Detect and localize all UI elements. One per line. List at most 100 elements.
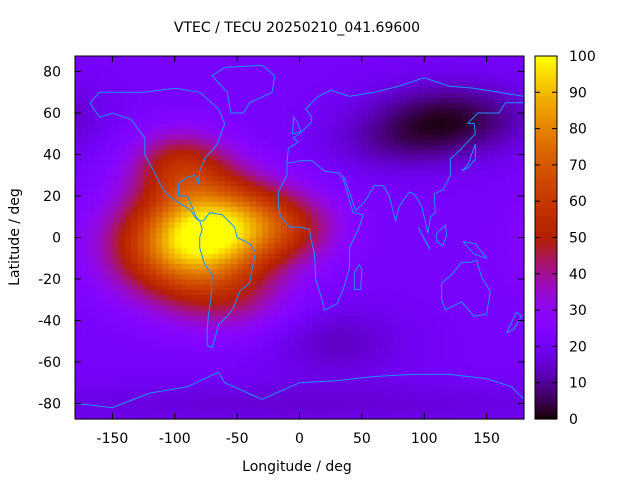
heatmap-cell [174,341,182,347]
heatmap-cell [349,341,357,347]
heatmap-cell [467,393,475,399]
heatmap-cell [374,299,382,306]
heatmap-cell [262,133,269,140]
heatmap-cell [93,361,101,368]
heatmap-cell [237,87,244,93]
heatmap-cell [455,66,463,73]
heatmap-cell [399,336,407,342]
heatmap-cell [461,138,469,145]
heatmap-cell [361,387,369,394]
heatmap-cell [486,175,494,182]
heatmap-cell [181,413,188,420]
heatmap-cell [293,232,301,239]
heatmap-cell [492,393,500,399]
heatmap-cell [349,92,357,99]
heatmap-cell [517,278,525,285]
heatmap-cell [268,227,276,233]
heatmap-cell [268,403,276,410]
heatmap-cell [368,92,375,99]
heatmap-cell [168,97,176,104]
heatmap-cell [255,66,263,73]
heatmap-cell [162,372,170,379]
heatmap-cell [162,92,170,99]
heatmap-cell [374,330,382,337]
heatmap-cell [417,201,425,207]
heatmap-cell [492,154,500,161]
heatmap-cell [87,273,95,280]
heatmap-cell [511,393,519,399]
heatmap-cell [393,61,400,67]
heatmap-cell [380,170,388,176]
heatmap-cell [237,278,244,285]
heatmap-cell [87,336,95,342]
heatmap-cell [511,351,519,358]
heatmap-cell [193,336,201,342]
heatmap-cell [143,278,151,285]
heatmap-cell [249,221,257,228]
heatmap-cell [181,377,188,384]
heatmap-cell [305,341,313,347]
heatmap-cell [517,294,525,301]
heatmap-cell [430,227,438,233]
heatmap-cell [336,398,344,405]
heatmap-cell [168,159,176,166]
heatmap-cell [280,216,288,223]
heatmap-cell [461,61,469,67]
heatmap-cell [162,273,170,280]
heatmap-cell [156,206,163,213]
heatmap-cell [287,123,294,130]
heatmap-cell [393,299,400,306]
heatmap-cell [93,367,101,373]
heatmap-cell [168,310,176,316]
heatmap-cell [131,196,138,202]
heatmap-cell [330,273,338,280]
heatmap-cell [474,304,481,311]
heatmap-cell [417,87,425,93]
heatmap-cell [112,97,120,104]
heatmap-cell [243,87,251,93]
heatmap-cell [131,185,138,192]
heatmap-cell [187,170,195,176]
heatmap-cell [486,398,494,405]
heatmap-cell [81,81,89,88]
heatmap-cell [355,377,363,384]
heatmap-cell [293,242,301,249]
heatmap-cell [249,273,257,280]
heatmap-cell [187,361,195,368]
heatmap-cell [492,372,500,379]
heatmap-cell [361,372,369,379]
heatmap-cell [249,76,257,83]
heatmap-cell [268,351,276,358]
heatmap-cell [280,128,288,135]
heatmap-cell [417,403,425,410]
heatmap-cell [75,289,82,296]
heatmap-cell [399,258,407,265]
heatmap-cell [386,387,394,394]
heatmap-cell [417,133,425,140]
heatmap-cell [137,87,145,93]
heatmap-cell [455,361,463,368]
heatmap-cell [386,299,394,306]
heatmap-cell [318,361,326,368]
heatmap-cell [255,138,263,145]
heatmap-cell [143,185,151,192]
heatmap-cell [399,299,407,306]
heatmap-cell [162,66,170,73]
heatmap-cell [162,325,170,332]
heatmap-cell [368,180,375,187]
heatmap-cell [336,138,344,145]
heatmap-cell [137,408,145,415]
heatmap-cell [237,294,244,301]
heatmap-cell [274,81,282,88]
heatmap-cell [124,299,132,306]
heatmap-cell [386,310,394,316]
heatmap-cell [218,341,226,347]
heatmap-cell [224,206,232,213]
heatmap-cell [455,149,463,156]
heatmap-cell [237,242,244,249]
heatmap-cell [336,268,344,275]
heatmap-cell [467,123,475,130]
heatmap-cell [255,346,263,353]
heatmap-cell [467,76,475,83]
heatmap-cell [174,97,182,104]
